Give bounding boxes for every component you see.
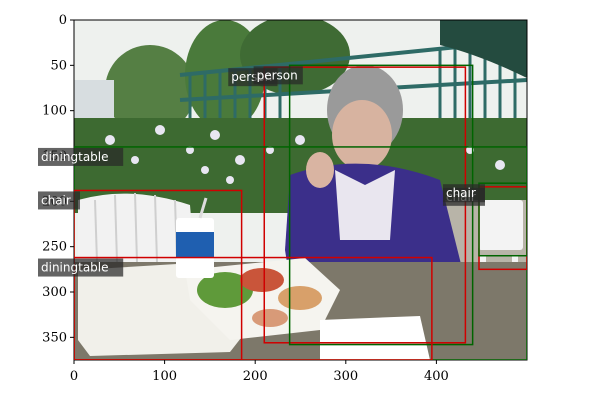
y-tick-label: 350 bbox=[42, 330, 67, 345]
y-axis: 050100150200250300350 bbox=[42, 13, 74, 345]
detection-box-diningtable bbox=[74, 146, 527, 360]
detection-box-diningtable bbox=[74, 256, 433, 360]
detection-label-person: person bbox=[257, 68, 298, 82]
x-tick-label: 300 bbox=[333, 369, 358, 384]
detection-label-chair: chair bbox=[446, 186, 476, 200]
y-tick-label: 50 bbox=[50, 58, 67, 73]
x-tick-label: 400 bbox=[424, 369, 449, 384]
x-tick-label: 0 bbox=[70, 369, 78, 384]
detection-box-chair bbox=[478, 182, 527, 257]
detection-label-diningtable: diningtable bbox=[41, 150, 109, 164]
y-tick-label: 250 bbox=[42, 240, 67, 255]
detection-label-background bbox=[253, 66, 303, 85]
x-tick-label: 100 bbox=[152, 369, 177, 384]
detection-label-background bbox=[442, 184, 485, 203]
detection-box-chair bbox=[74, 189, 243, 360]
detection-label-chair: chair bbox=[41, 193, 71, 207]
y-tick-label: 0 bbox=[59, 13, 67, 28]
detection-label-background bbox=[38, 191, 80, 210]
detection-labels-layer: personpersondiningtablediningtablechairc… bbox=[38, 66, 485, 277]
detection-label-background bbox=[38, 258, 124, 277]
detection-label-diningtable: diningtable bbox=[41, 261, 109, 275]
y-tick-label: 100 bbox=[42, 104, 67, 119]
x-tick-label: 200 bbox=[243, 369, 268, 384]
x-axis: 0 100 200 300 400 bbox=[70, 360, 449, 384]
y-tick-label: 300 bbox=[42, 285, 67, 300]
detection-label-background bbox=[38, 147, 124, 166]
